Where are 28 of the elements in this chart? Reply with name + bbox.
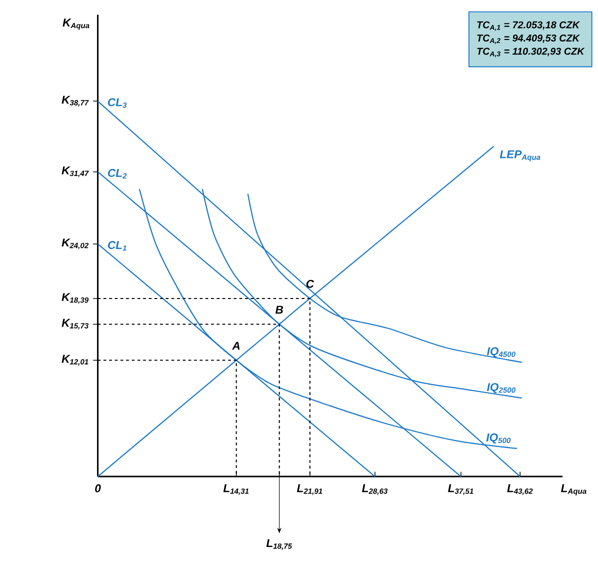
series-label: IQ$_{4500}$ (486, 347, 516, 358)
x-tick-label: L$_{21,91}$ (296, 484, 322, 496)
annotation: TC$_{A,1}$ = 72.053,18 CZK (477, 22, 580, 32)
y-tick-label: K$_{15,73}$ (62, 319, 89, 330)
annotation: B (275, 306, 283, 314)
annotation: L$_{18,75}$ (266, 539, 292, 550)
y-tick-label: K$_{12,01}$ (62, 355, 88, 366)
x-axis-title: L$_{Aqua}$ (560, 484, 586, 496)
annotation: TC$_{A,2}$ = 94.409,53 CZK (477, 34, 580, 44)
annotation: C (306, 280, 314, 288)
annotation: A (232, 342, 240, 350)
x-tick-label: L$_{14,31}$ (223, 484, 249, 496)
series-label: CL$_{1}$ (108, 241, 126, 251)
series-label: IQ$_{2500}$ (486, 383, 516, 394)
y-tick-label: K$_{31,47}$ (62, 166, 89, 178)
y-tick-label: K$_{24,02}$ (62, 238, 89, 250)
series-label: IQ$_{500}$ (486, 434, 511, 444)
annotation: TC$_{A,3}$ = 110.302,93 CZK (477, 48, 585, 58)
y-tick-label: K$_{38,77}$ (62, 96, 89, 107)
series-label: LEP$_{Aqua}$ (500, 150, 540, 162)
series-label: CL$_{2}$ (108, 169, 127, 179)
y-axis-title: K$_{Aqua}$ (62, 18, 90, 30)
x-tick-label: L$_{43,62}$ (507, 484, 533, 496)
y-tick-label: K$_{18,39}$ (62, 293, 89, 304)
x-tick-label: 0 (95, 484, 101, 492)
series-label: CL$_{3}$ (108, 98, 127, 108)
x-tick-label: L$_{28,63}$ (362, 484, 388, 496)
x-tick-label: L$_{37,51}$ (448, 484, 474, 496)
